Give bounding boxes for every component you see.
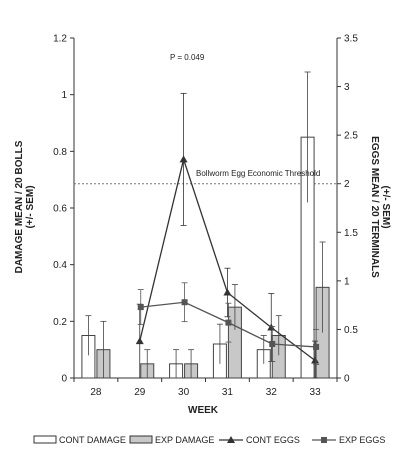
- x-tick-label: 33: [310, 387, 322, 398]
- legend-marker-exp-eggs: [321, 437, 327, 443]
- right-tick-label: 3: [344, 82, 350, 93]
- left-tick-label: 0.8: [53, 147, 67, 158]
- right-axis-subtitle: (+/- SEM): [380, 185, 391, 228]
- line-cont-eggs: [139, 157, 316, 362]
- legend-label-cont-damage: CONT DAMAGE: [59, 435, 126, 445]
- legend: CONT DAMAGE EXP DAMAGE CONT EGGS EXP EGG…: [33, 435, 385, 445]
- left-tick-label: 1: [61, 90, 67, 101]
- right-axis-title: EGGS MEAN / 20 TERMINALS: [369, 136, 380, 278]
- x-tick-label: 29: [134, 387, 146, 398]
- left-tick-label: 0.2: [53, 317, 67, 328]
- left-tick-label: 1.2: [53, 34, 67, 45]
- legend-swatch-exp-damage: [129, 435, 153, 444]
- point-exp-eggs: [137, 304, 144, 311]
- legend-label-exp-damage: EXP DAMAGE: [155, 435, 214, 445]
- p-value-annotation: P = 0.049: [170, 53, 205, 62]
- left-tick-label: 0.4: [53, 260, 67, 271]
- legend-swatch-cont-damage: [33, 435, 57, 444]
- point-exp-eggs: [225, 319, 232, 326]
- point-cont-eggs: [311, 356, 320, 364]
- right-tick-label: 3.5: [344, 34, 358, 45]
- point-exp-eggs: [269, 341, 276, 347]
- threshold-label: Bollworm Egg Economic Threshold: [196, 169, 320, 178]
- right-tick-label: 1.5: [344, 228, 358, 239]
- point-exp-eggs: [181, 299, 188, 306]
- right-tick-label: 2: [344, 179, 350, 190]
- right-tick-label: 0: [344, 374, 350, 385]
- right-tick-label: 1: [344, 276, 350, 287]
- left-tick-label: 0: [61, 374, 67, 385]
- left-axis-subtitle: (+/- SEM): [25, 185, 36, 228]
- x-tick-label: 30: [178, 387, 190, 398]
- left-tick-label: 0.6: [53, 204, 67, 215]
- right-tick-label: 0.5: [344, 325, 358, 336]
- legend-label-exp-eggs: EXP EGGS: [339, 435, 385, 445]
- legend-label-cont-eggs: CONT EGGS: [246, 435, 300, 445]
- x-tick-label: 31: [222, 387, 234, 398]
- point-cont-eggs: [135, 337, 144, 345]
- point-cont-eggs: [223, 288, 232, 296]
- lines: [135, 92, 320, 379]
- x-axis-title: WEEK: [188, 405, 219, 416]
- x-tick-label: 32: [266, 387, 278, 398]
- point-exp-eggs: [313, 343, 320, 350]
- left-axis-title: DAMAGE MEAN / 20 BOLLS: [14, 140, 25, 273]
- axes: 0 0.2 0.4 0.6 0.8 1 1.2 0 0.5 1 1.5 2 2.5 3 3.5 28 29 30 3…: [53, 34, 358, 399]
- point-cont-eggs: [267, 323, 276, 331]
- right-tick-label: 2.5: [344, 131, 358, 142]
- x-tick-label: 28: [90, 387, 102, 398]
- point-cont-eggs: [179, 155, 188, 163]
- legend-marker-cont-eggs: [227, 436, 235, 443]
